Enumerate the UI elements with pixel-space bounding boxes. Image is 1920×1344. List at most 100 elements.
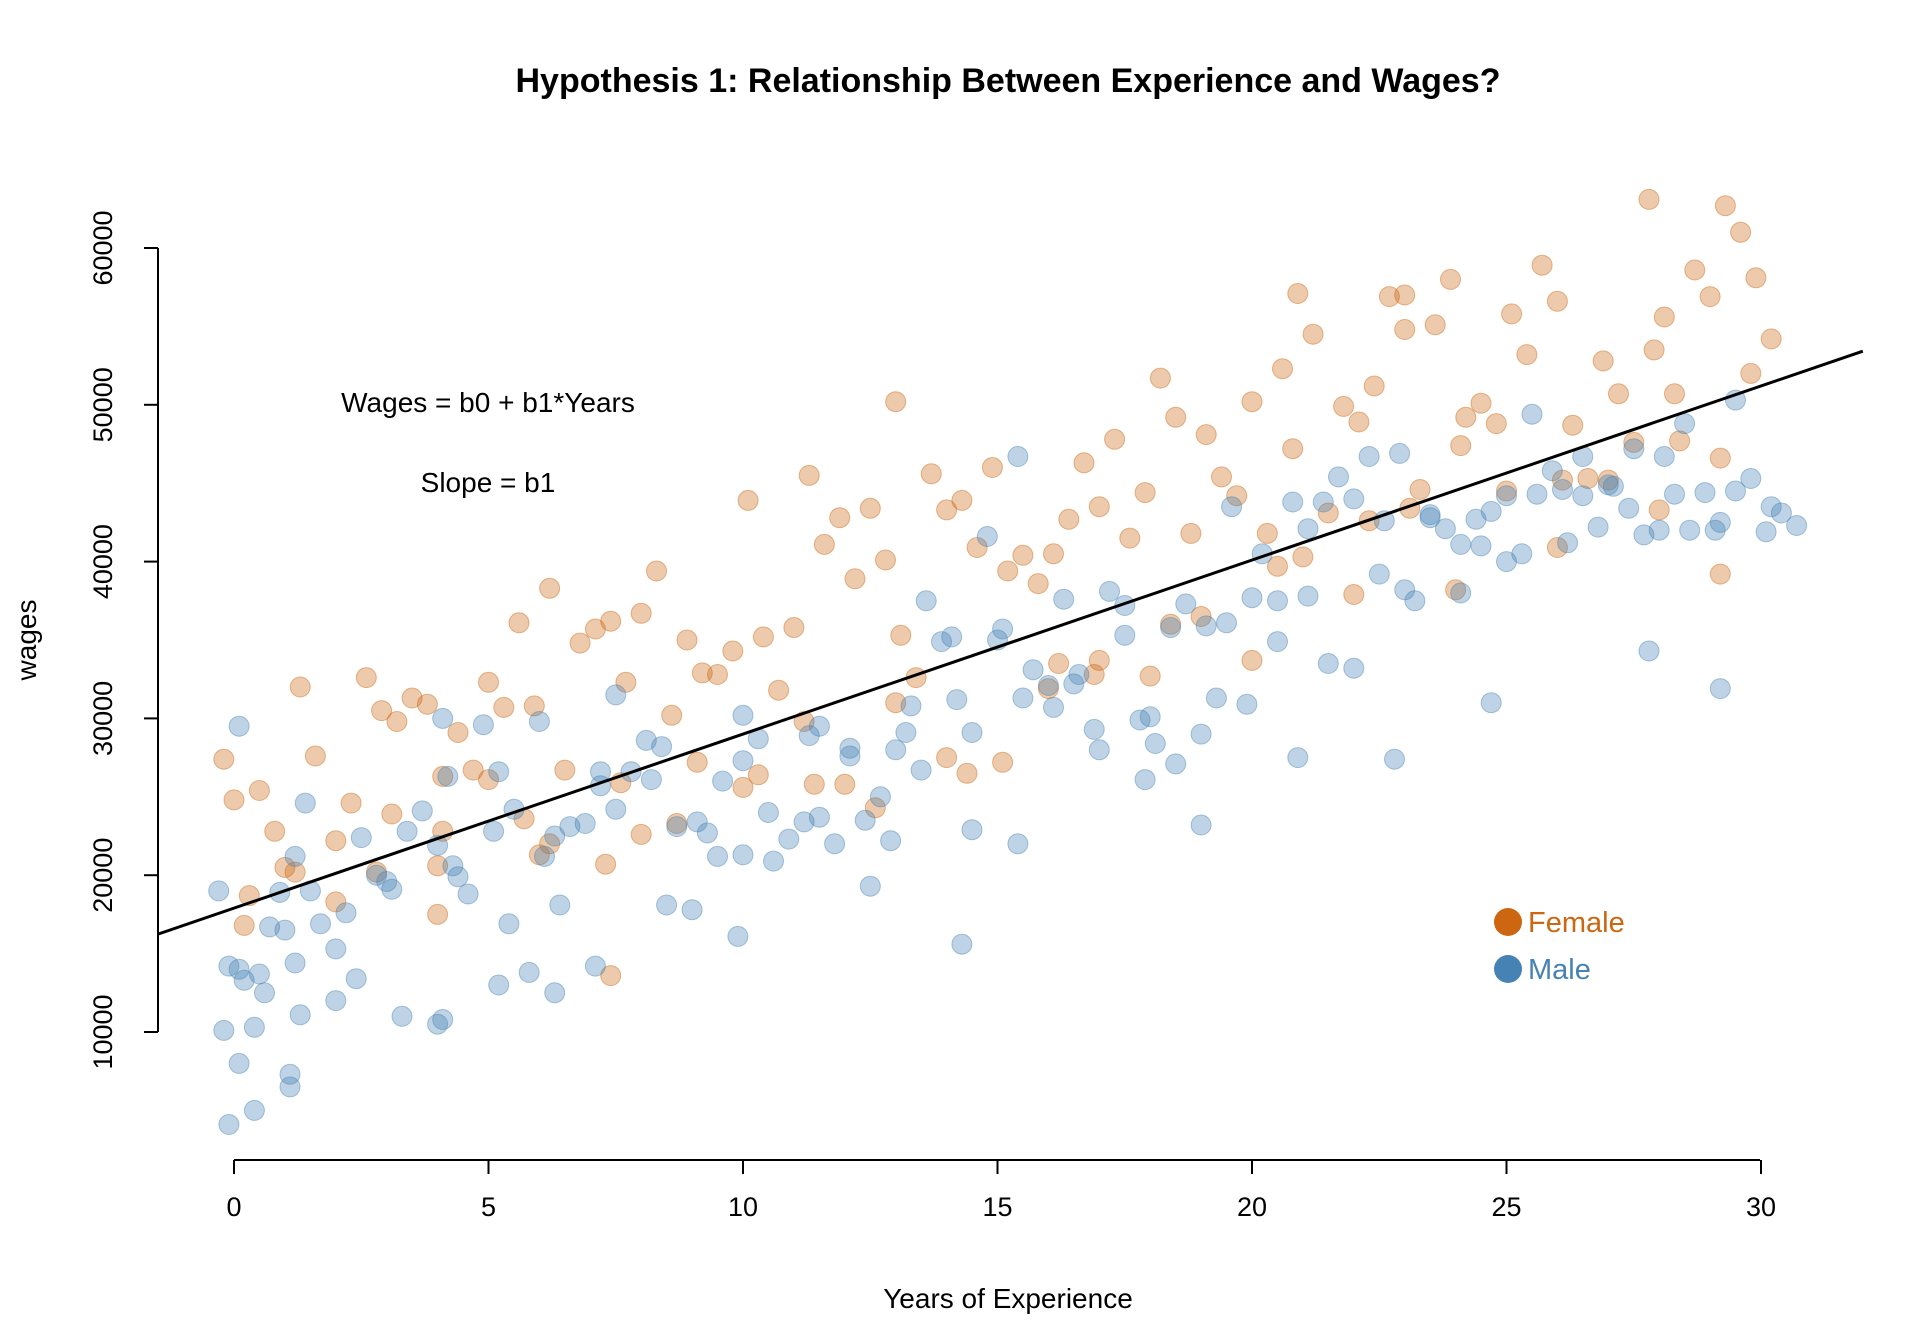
male-data-point bbox=[1134, 769, 1156, 791]
male-data-point bbox=[1786, 515, 1808, 536]
male-data-point bbox=[1679, 519, 1701, 541]
y-tick-label: 50000 bbox=[88, 367, 118, 442]
female-data-point bbox=[864, 797, 886, 819]
male-data-point bbox=[798, 725, 820, 747]
female-data-point bbox=[355, 667, 377, 689]
x-tick-label: 15 bbox=[982, 1192, 1012, 1222]
female-data-point bbox=[539, 577, 561, 599]
y-axis-ticks: 10000 20000 30000 40000 50000 60000 bbox=[88, 210, 158, 1070]
male-data-point bbox=[951, 933, 973, 955]
female-data-point bbox=[1378, 286, 1400, 308]
female-data-point bbox=[1562, 414, 1584, 436]
male-data-point bbox=[1572, 485, 1594, 507]
female-data-point bbox=[478, 671, 499, 693]
female-data-point bbox=[1445, 579, 1467, 601]
male-data-point bbox=[707, 845, 728, 867]
male-data-point bbox=[528, 711, 550, 732]
female-data-point bbox=[432, 765, 454, 787]
female-data-point bbox=[381, 803, 403, 825]
male-data-point bbox=[1623, 438, 1645, 460]
male-data-point bbox=[498, 913, 520, 935]
male-data-point bbox=[1450, 582, 1472, 604]
male-data-point bbox=[976, 526, 998, 547]
male-data-point bbox=[1648, 519, 1670, 541]
female-data-point bbox=[508, 612, 530, 634]
male-data-point bbox=[310, 913, 331, 935]
female-data-point bbox=[768, 679, 790, 701]
female-data-point bbox=[539, 833, 561, 855]
male-data-point bbox=[396, 820, 418, 842]
female-data-point bbox=[1424, 314, 1446, 336]
male-data-point bbox=[941, 626, 963, 648]
female-data-point bbox=[1709, 447, 1731, 469]
male-data-point bbox=[1760, 496, 1782, 518]
equation-annotation: Wages = b0 + b1*Years bbox=[341, 387, 635, 418]
female-data-point bbox=[1282, 438, 1304, 460]
female-data-point bbox=[1577, 468, 1599, 489]
male-data-point bbox=[488, 974, 510, 996]
female-data-point bbox=[1088, 496, 1110, 518]
male-data-point bbox=[635, 729, 657, 751]
male-data-point bbox=[544, 982, 566, 1004]
male-data-point bbox=[712, 770, 734, 792]
female-data-point bbox=[600, 965, 622, 987]
plot-area bbox=[208, 188, 1808, 1135]
male-data-point bbox=[1526, 483, 1548, 505]
male-data-point bbox=[1190, 814, 1212, 836]
male-data-point bbox=[1190, 723, 1212, 745]
male-data-point bbox=[325, 938, 347, 960]
female-data-point bbox=[1088, 649, 1110, 671]
male-data-point bbox=[1083, 718, 1105, 740]
female-data-point bbox=[1394, 284, 1416, 306]
female-data-point bbox=[1516, 344, 1538, 366]
male-data-point bbox=[1205, 687, 1227, 709]
female-data-point bbox=[783, 617, 805, 638]
y-axis-label: wages bbox=[11, 600, 42, 682]
female-data-point bbox=[722, 640, 744, 662]
female-data-point bbox=[1165, 406, 1187, 428]
male-data-point bbox=[284, 845, 306, 867]
female-data-point bbox=[1552, 469, 1573, 491]
male-data-point bbox=[1465, 508, 1487, 530]
female-data-point bbox=[1485, 413, 1507, 435]
male-data-point bbox=[1480, 500, 1502, 522]
female-data-point bbox=[992, 751, 1014, 773]
regression-line bbox=[157, 349, 1864, 936]
male-data-point bbox=[254, 982, 275, 1004]
male-data-point bbox=[1618, 497, 1640, 519]
male-data-point bbox=[732, 844, 754, 866]
male-data-point bbox=[1389, 442, 1411, 464]
female-data-point bbox=[528, 844, 550, 866]
female-data-point bbox=[1348, 411, 1370, 433]
male-data-point bbox=[233, 969, 255, 991]
male-data-point bbox=[432, 1009, 454, 1030]
female-data-point bbox=[416, 693, 438, 715]
male-data-point bbox=[457, 883, 479, 905]
male-data-point bbox=[1541, 460, 1563, 482]
female-data-point bbox=[803, 773, 825, 795]
female-data-point bbox=[1496, 480, 1517, 502]
male-data-point bbox=[1343, 657, 1365, 679]
female-data-point bbox=[1180, 522, 1202, 544]
male-data-point bbox=[1725, 480, 1746, 502]
male-data-point bbox=[859, 875, 881, 897]
female-data-point bbox=[1083, 664, 1105, 685]
male-data-point bbox=[961, 819, 983, 841]
male-data-point bbox=[1007, 833, 1029, 855]
female-data-point bbox=[691, 662, 713, 684]
male-data-point bbox=[1602, 475, 1624, 497]
male-data-point bbox=[1297, 585, 1319, 607]
female-data-point bbox=[981, 457, 1003, 478]
male-data-point bbox=[228, 958, 250, 980]
male-data-point bbox=[808, 806, 830, 828]
male-data-point bbox=[432, 707, 454, 729]
female-data-point bbox=[1333, 395, 1355, 417]
male-data-point bbox=[681, 899, 703, 921]
male-data-point bbox=[1694, 482, 1716, 504]
male-data-point bbox=[961, 722, 983, 743]
male-data-point bbox=[447, 866, 469, 888]
male-data-point bbox=[808, 715, 830, 737]
female-data-point bbox=[1160, 613, 1182, 635]
male-data-point bbox=[1068, 664, 1090, 685]
